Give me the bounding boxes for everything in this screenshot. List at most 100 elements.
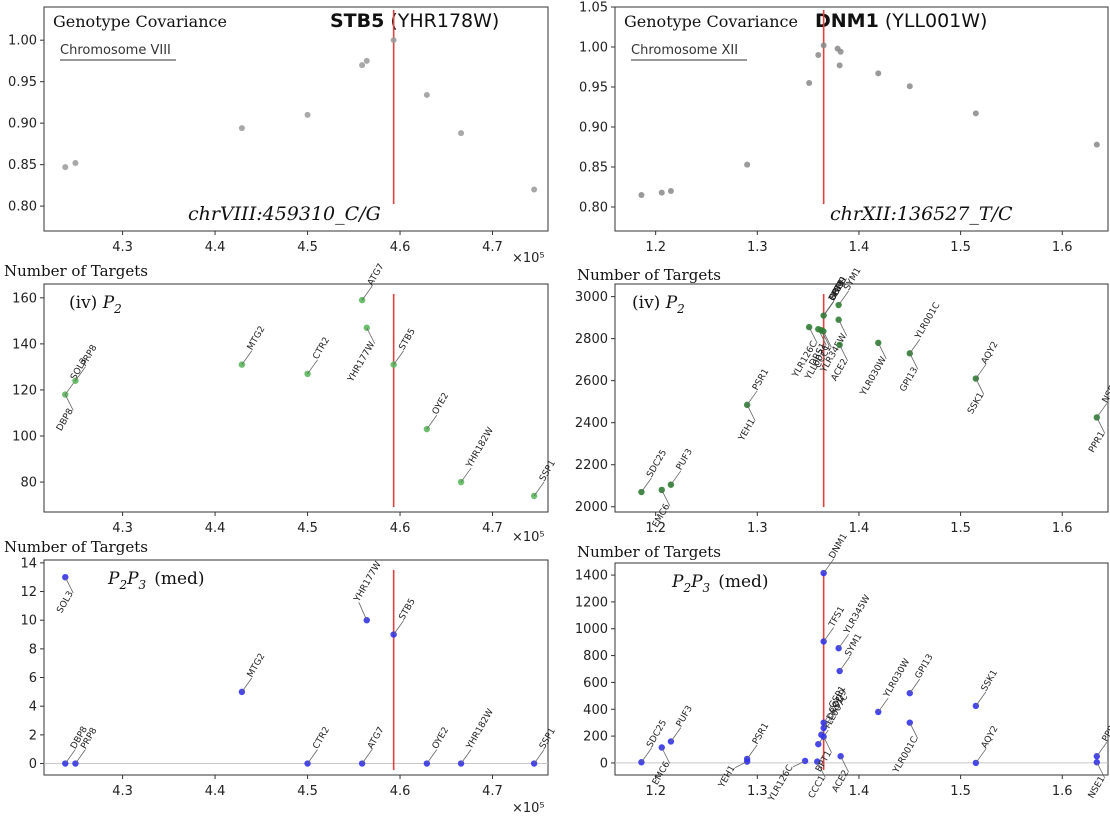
- point-label: YLR345W: [842, 594, 873, 637]
- point-label: SSK1: [980, 668, 1000, 693]
- y-tick-label: 3000: [575, 290, 608, 305]
- y-tick-label: 0.90: [8, 117, 37, 132]
- y-tick-label: 0: [600, 756, 608, 771]
- y-tick-label: 2200: [575, 458, 608, 473]
- y-tick-label: 0.80: [579, 201, 608, 216]
- x-tick-label: 1.6: [1052, 784, 1073, 799]
- y-axis-label: Number of Targets: [4, 538, 148, 556]
- label-leader: [460, 467, 472, 483]
- label-leader: [426, 749, 438, 764]
- y-tick-label: 0.95: [579, 81, 608, 96]
- y-tick-label: 80: [20, 476, 37, 491]
- y-axis-label: Number of Targets: [577, 266, 721, 284]
- label-leader: [670, 727, 682, 742]
- point-label: YEH1: [717, 764, 738, 790]
- x-tick-label: 1.5: [950, 521, 971, 536]
- data-point: [390, 37, 397, 44]
- data-point: [238, 125, 245, 132]
- x-tick-label: 1.3: [747, 240, 768, 255]
- point-label: DNM1: [828, 532, 850, 561]
- data-point: [304, 111, 311, 118]
- y-tick-label: 8: [29, 642, 37, 657]
- x-tick-label: 4.4: [205, 521, 226, 536]
- x-tick-label: 4.5: [297, 521, 318, 536]
- point-label: SSP1: [538, 459, 558, 484]
- x-tick-label: 1.2: [645, 240, 666, 255]
- chart-panel-5: 0 2 4 6 8 10 12 14 4.3 4.4 4.5 4.6 4.7 ×10⁵ Number of …: [4, 538, 558, 816]
- y-tick-label: 2: [29, 728, 37, 743]
- panel-title: Genotype Covariance: [624, 12, 798, 31]
- data-point: [457, 760, 465, 767]
- x-tick-label: 1.5: [950, 240, 971, 255]
- label-leader: [734, 761, 748, 768]
- x-tick-label: 1.6: [1052, 521, 1073, 536]
- data-point: [62, 164, 69, 171]
- label-leader: [877, 342, 887, 360]
- point-label: PUF3: [675, 447, 695, 472]
- label-leader: [792, 760, 806, 768]
- y-tick-label: 2600: [575, 374, 608, 389]
- point-label: OYE2: [431, 726, 451, 751]
- point-label: EMC6: [651, 760, 673, 787]
- chart-panel-2: 0.80 0.85 0.90 0.95 1.00 1.05 1.2 1.3 1.4 1.5 1.6 G…: [579, 1, 1109, 255]
- data-point: [457, 478, 465, 486]
- data-point: [815, 52, 822, 58]
- point-label: DBP8: [55, 407, 76, 433]
- label-leader: [366, 327, 376, 344]
- point-label: PPR1: [1101, 719, 1110, 744]
- y-tick-label: 0.85: [8, 158, 37, 173]
- label-leader: [839, 344, 849, 362]
- label-leader: [823, 708, 834, 723]
- x-tick-label: 4.6: [390, 784, 411, 799]
- point-label: YLR001C: [891, 735, 920, 776]
- data-point: [531, 186, 538, 193]
- label-leader: [533, 481, 545, 497]
- data-point: [1093, 141, 1100, 148]
- y-tick-label: 0.95: [8, 75, 37, 90]
- x-tick-label: 1.4: [849, 240, 870, 255]
- x-multiplier: ×10⁵: [512, 251, 545, 266]
- point-label: NSE1: [1087, 775, 1108, 801]
- x-tick-label: 4.7: [482, 784, 503, 799]
- y-tick-label: 140: [12, 337, 37, 352]
- panel-label: P2P3 (med): [671, 572, 769, 595]
- label-leader: [808, 326, 818, 344]
- point-label: SYM1: [844, 632, 865, 658]
- plot-frame: [614, 6, 1109, 232]
- x-multiplier: ×10⁵: [512, 530, 545, 545]
- y-axis-label: Number of Targets: [4, 262, 148, 280]
- data-point: [638, 192, 645, 198]
- point-label: MTG2: [246, 325, 268, 352]
- point-label: GPI13: [898, 366, 920, 394]
- point-label: OYE2: [431, 391, 451, 416]
- y-tick-label: 4: [29, 700, 37, 715]
- x-tick-label: 1.2: [645, 521, 666, 536]
- point-label: YHR182W: [465, 426, 497, 471]
- x-tick-label: 4.6: [390, 521, 411, 536]
- point-label: PPR1: [1087, 430, 1107, 455]
- label-leader: [975, 378, 985, 395]
- y-axis-label: Number of Targets: [577, 543, 721, 561]
- point-label: YLR030W: [858, 355, 889, 398]
- data-point: [806, 80, 813, 86]
- panel-title: Genotype Covariance: [53, 12, 227, 31]
- label-leader: [909, 353, 919, 370]
- data-point: [363, 324, 370, 331]
- data-point: [836, 62, 843, 69]
- y-tick-label: 14: [20, 556, 37, 571]
- y-tick-label: 1.05: [579, 1, 608, 16]
- chromosome-label: Chromosome XII: [631, 43, 738, 58]
- label-leader: [393, 620, 404, 635]
- x-tick-label: 1.3: [747, 784, 768, 799]
- panel-label: (iv) P2: [632, 293, 685, 316]
- data-point: [458, 130, 465, 137]
- label-leader: [909, 678, 921, 694]
- chart-panel-3: 80 100 120 140 160 4.3 4.4 4.5 4.6 4.7 ×10⁵ Number …: [4, 262, 558, 545]
- point-label: AQY2: [980, 724, 1001, 750]
- label-leader: [823, 301, 834, 316]
- point-label: SDC25: [645, 718, 669, 749]
- x-tick-label: 4.3: [112, 240, 133, 255]
- data-point: [837, 48, 844, 55]
- point-label: EMC6: [651, 502, 673, 529]
- x-multiplier: ×10⁵: [512, 801, 545, 816]
